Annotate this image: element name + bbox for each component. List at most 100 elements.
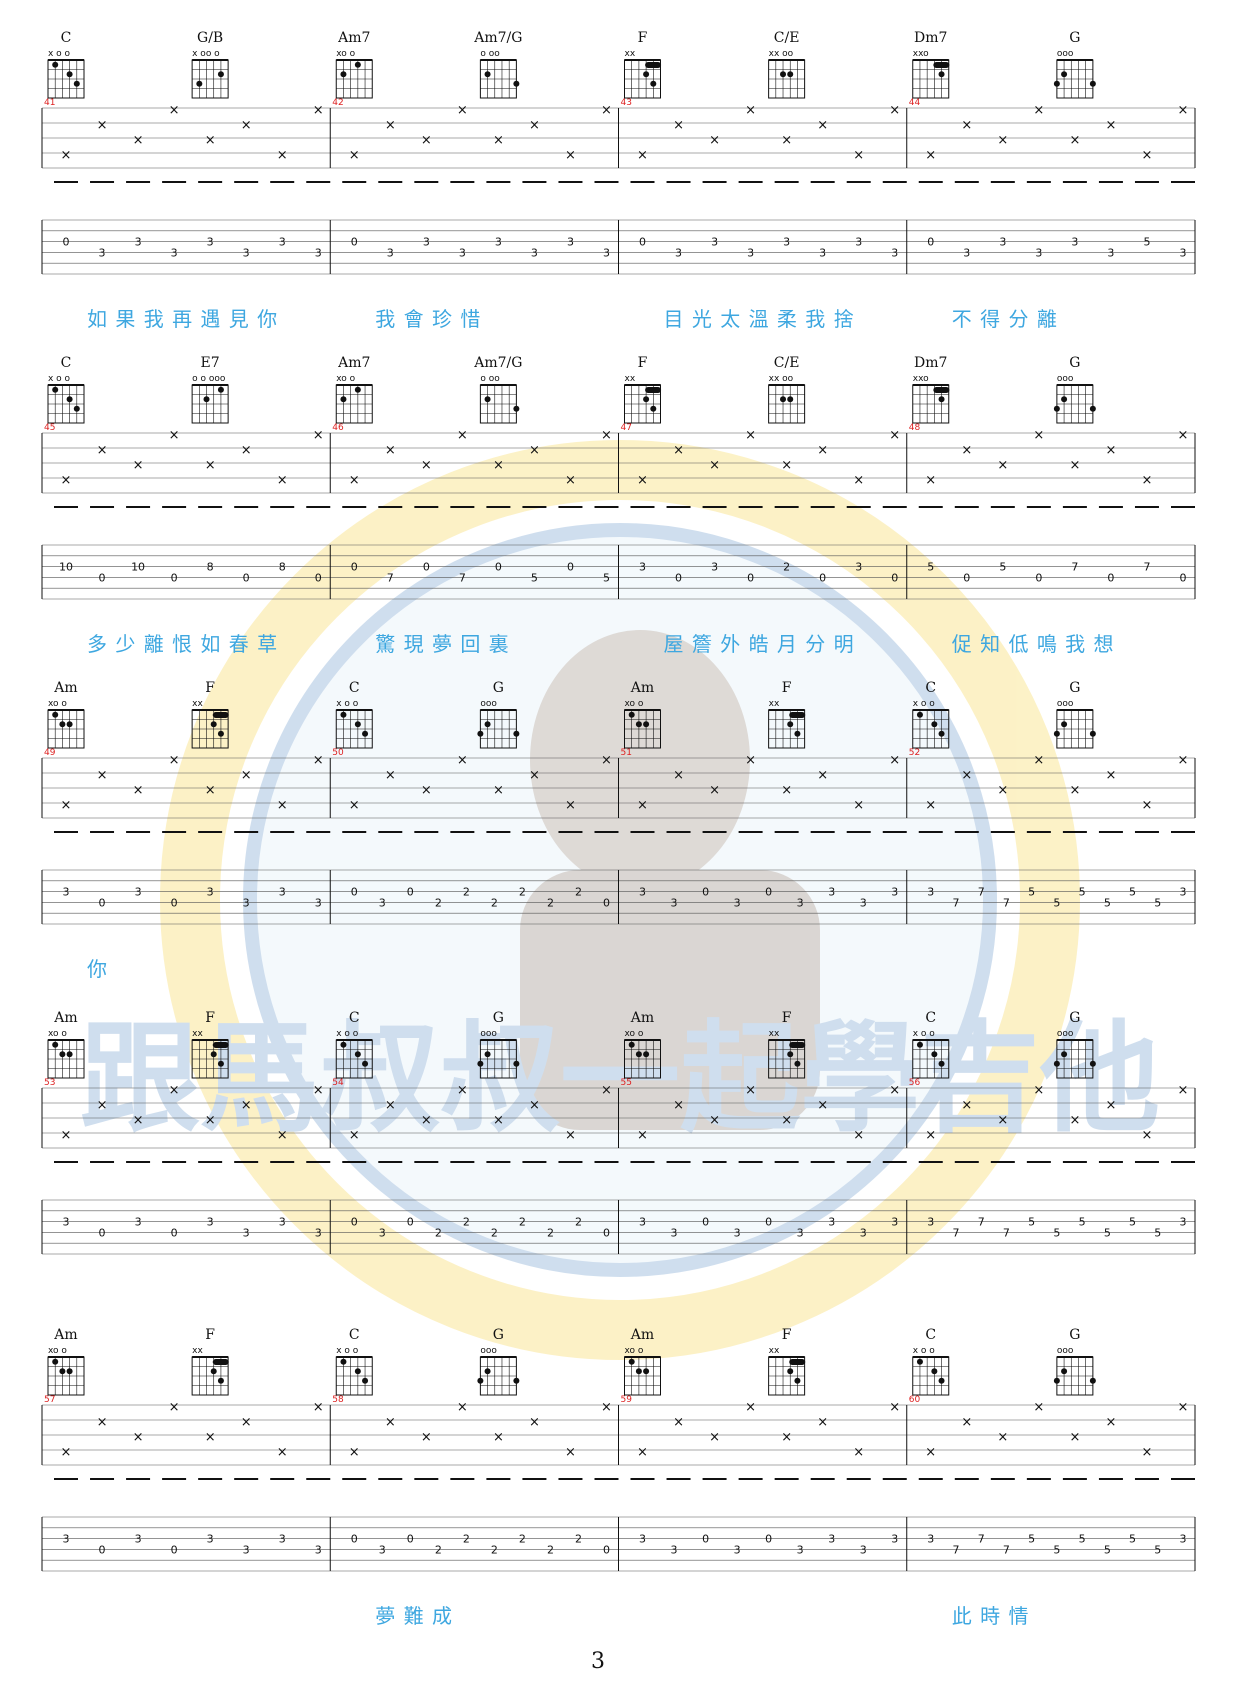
chord-dot [362,1377,369,1384]
chord-name: C [925,1010,936,1026]
tab-number: 3 [279,236,286,249]
chord-dot [931,1368,938,1375]
chord-dot [354,386,361,393]
tab-number: 3 [1180,1533,1187,1546]
tab-number: 0 [603,896,610,909]
chord-name: C [61,30,72,46]
tab-number: 2 [463,886,470,899]
chord-open-strings: ooo [1057,1346,1074,1356]
chord-open-strings: xo o [625,699,644,709]
strum-mark: × [349,148,360,163]
tab-number: 0 [171,1543,178,1556]
tab-number: 7 [952,1226,959,1239]
strum-mark: × [133,458,144,473]
strum-mark: × [205,133,216,148]
strum-mark: × [205,783,216,798]
chord-name: Am7 [337,355,370,371]
strum-mark: × [61,473,72,488]
tab-number: 3 [495,236,502,249]
tab-number: 3 [99,246,106,259]
lyric-line: 驚 現 夢 回 裏 [375,632,509,656]
strum-mark: × [1033,428,1044,443]
strum-mark: × [1105,1415,1116,1430]
chord-open-strings: x o o [48,49,71,59]
chord-barre [645,62,662,68]
tab-number: 5 [531,571,538,584]
chord-dot [196,80,203,87]
tab-number: 3 [63,1216,70,1229]
strum-mark: × [61,148,72,163]
tab-number: 0 [1180,571,1187,584]
chord-open-strings: o oo [480,49,500,59]
tab-number: 5 [1079,886,1086,899]
tab-number: 0 [495,561,502,574]
tab-number: 5 [1129,886,1136,899]
strum-mark: × [925,148,936,163]
tab-number: 3 [387,246,394,259]
tab-number: 7 [1071,561,1078,574]
tab-number: 0 [819,571,826,584]
chord-dot [787,396,794,403]
bar-number: 53 [44,1078,55,1088]
strum-mark: × [277,798,288,813]
tab-number: 3 [828,886,835,899]
strum-mark: × [241,443,252,458]
tab-number: 7 [1003,1543,1010,1556]
lyric-line: 促 知 低 鳴 我 想 [952,632,1115,656]
chord-dot [1053,405,1060,412]
tab-number: 3 [891,1216,898,1229]
tab-number: 3 [891,246,898,259]
strum-mark: × [637,798,648,813]
tab-number: 0 [99,1543,106,1556]
tab-number: 2 [435,1226,442,1239]
tab-number: 0 [765,1216,772,1229]
chord-dot [217,1060,224,1067]
tab-number: 2 [519,1533,526,1546]
strum-mark: × [349,798,360,813]
tab-number: 0 [639,236,646,249]
chord-open-strings: xo o [336,374,355,384]
tab-number: 10 [131,561,145,574]
chord-open-strings: o o ooo [192,374,226,384]
strum-mark: × [61,1445,72,1460]
tab-number: 7 [1003,896,1010,909]
tab-number: 3 [797,1543,804,1556]
strum-mark: × [457,753,468,768]
strum-mark: × [709,458,720,473]
strum-mark: × [781,783,792,798]
strum-mark: × [925,1445,936,1460]
chord-name: C [349,1327,360,1343]
tab-number: 5 [1104,896,1111,909]
strum-mark: × [313,753,324,768]
strum-mark: × [781,458,792,473]
chord-open-strings: x o o [336,1346,359,1356]
strum-mark: × [637,1445,648,1460]
tab-number: 0 [891,571,898,584]
tab-number: 0 [63,236,70,249]
chord-name: F [782,680,792,696]
strum-mark: × [1142,1128,1153,1143]
strum-mark: × [169,1400,180,1415]
chord-open-strings: xx [192,1346,203,1356]
strum-mark: × [601,1400,612,1415]
bar-number: 49 [44,748,56,758]
tab-number: 0 [407,1216,414,1229]
tab-number: 0 [351,236,358,249]
strum-mark: × [205,1430,216,1445]
tab-number: 3 [279,1533,286,1546]
tab-number: 3 [315,246,322,259]
strum-mark: × [637,148,648,163]
strum-mark: × [601,103,612,118]
strum-mark: × [1069,783,1080,798]
tab-number: 3 [207,1216,214,1229]
strum-mark: × [1178,428,1189,443]
tab-number: 3 [1180,1216,1187,1229]
chord-dot [52,711,59,718]
chord-name: Am7/G [473,30,522,46]
tab-number: 7 [459,571,466,584]
strum-mark: × [421,458,432,473]
tab-number: 7 [1003,1226,1010,1239]
chord-dot [354,1051,361,1058]
strum-mark: × [997,133,1008,148]
